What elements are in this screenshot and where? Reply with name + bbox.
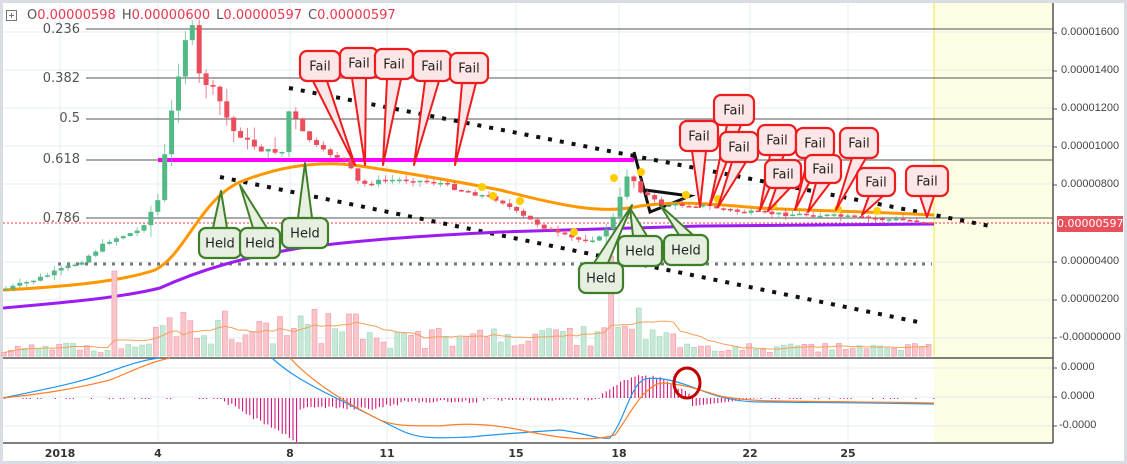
time-tick: 2018 bbox=[44, 447, 76, 460]
macd-histogram bbox=[4, 375, 935, 442]
fail-callout[interactable]: Fail bbox=[373, 47, 415, 166]
future-area bbox=[934, 3, 1053, 443]
frame-edge bbox=[0, 461, 1127, 464]
svg-text:Fail: Fail bbox=[916, 175, 937, 190]
svg-text:Fail: Fail bbox=[848, 137, 869, 152]
time-tick: 4 bbox=[154, 447, 162, 460]
volume-bars bbox=[1, 255, 932, 357]
svg-text:Fail: Fail bbox=[421, 60, 442, 75]
price-tick: 0.00001200 bbox=[1061, 102, 1120, 114]
svg-text:Held: Held bbox=[625, 245, 655, 260]
macd-tick: -0.0000 bbox=[1059, 419, 1097, 431]
ohlc-legend: O 0.00000598 H 0.00000600 L 0.00000597 C… bbox=[6, 8, 396, 23]
svg-text:Fail: Fail bbox=[766, 134, 787, 149]
crossover-circle[interactable] bbox=[672, 366, 702, 400]
frame-edge bbox=[1124, 0, 1127, 464]
fib-label: 0.236 bbox=[42, 22, 80, 37]
plus-square-icon[interactable] bbox=[6, 10, 17, 21]
fail-callout[interactable]: Fail bbox=[763, 158, 803, 212]
low-value: 0.00000597 bbox=[223, 8, 302, 23]
annotation-callouts[interactable]: Fail Fail Fail Fail Fail Fail Fail Fail Fail Fail… bbox=[197, 46, 950, 295]
svg-text:Fail: Fail bbox=[348, 57, 369, 72]
svg-text:Fail: Fail bbox=[458, 62, 479, 77]
svg-text:Held: Held bbox=[290, 227, 320, 242]
candlesticks bbox=[3, 19, 934, 292]
held-callout[interactable]: Held bbox=[577, 204, 633, 295]
svg-text:Fail: Fail bbox=[812, 163, 833, 178]
held-callout[interactable]: Held bbox=[659, 204, 710, 267]
price-tick: -0.00000000 bbox=[1059, 331, 1121, 343]
ema-purple bbox=[2, 222, 935, 310]
open-label: O bbox=[27, 8, 38, 23]
price-tick: 0.00001000 bbox=[1061, 140, 1120, 152]
time-tick: 8 bbox=[286, 447, 294, 460]
macd-tick: 0.0000 bbox=[1061, 361, 1095, 373]
price-tick: 0.00000800 bbox=[1061, 178, 1120, 190]
open-value: 0.00000598 bbox=[37, 8, 116, 23]
time-tick: 11 bbox=[379, 447, 395, 460]
svg-text:Fail: Fail bbox=[804, 137, 825, 152]
fail-callout[interactable]: Fail bbox=[855, 166, 897, 216]
low-label: L bbox=[216, 8, 224, 23]
held-callout[interactable]: Held bbox=[616, 207, 664, 268]
held-callout[interactable]: Held bbox=[238, 184, 282, 260]
held-callout[interactable]: Held bbox=[280, 162, 330, 250]
fail-callout[interactable]: Fail bbox=[904, 164, 950, 218]
time-tick: 15 bbox=[508, 447, 524, 460]
fail-callout[interactable]: Fail bbox=[717, 130, 760, 208]
fail-callout[interactable]: Fail bbox=[803, 153, 843, 213]
svg-text:Held: Held bbox=[671, 244, 701, 259]
price-tick: 0.00001600 bbox=[1061, 26, 1120, 38]
fib-label: 0.618 bbox=[42, 152, 80, 167]
svg-text:Fail: Fail bbox=[728, 141, 749, 156]
fail-callout[interactable]: Fail bbox=[338, 46, 380, 166]
last-price-tag: 0.00000597 bbox=[1057, 216, 1124, 232]
horizontal-grid bbox=[3, 31, 1053, 427]
svg-text:Fail: Fail bbox=[723, 104, 744, 119]
time-tick: 25 bbox=[840, 447, 856, 460]
svg-text:Held: Held bbox=[245, 237, 275, 252]
fail-callout[interactable]: Fail bbox=[448, 51, 490, 166]
fib-label: 0.786 bbox=[42, 211, 80, 226]
price-tick: 0.00000200 bbox=[1061, 293, 1120, 305]
svg-text:Fail: Fail bbox=[688, 130, 709, 145]
svg-text:Fail: Fail bbox=[309, 60, 330, 75]
fail-callout[interactable]: Fail bbox=[298, 49, 356, 166]
fib-label: 0.5 bbox=[59, 111, 80, 126]
price-tick: 0.00000400 bbox=[1061, 255, 1120, 267]
signal-line bbox=[2, 357, 935, 440]
high-value: 0.00000600 bbox=[131, 8, 211, 23]
fail-callout[interactable]: Fail bbox=[678, 119, 720, 208]
svg-text:Fail: Fail bbox=[772, 168, 793, 183]
svg-text:Held: Held bbox=[205, 237, 235, 252]
svg-text:Held: Held bbox=[586, 272, 616, 287]
time-tick: 18 bbox=[611, 447, 627, 460]
close-value: 0.00000597 bbox=[317, 8, 396, 23]
held-callout[interactable]: Held bbox=[197, 190, 243, 260]
high-label: H bbox=[121, 8, 132, 23]
frame-edge bbox=[0, 0, 3, 464]
price-tick: 0.00001400 bbox=[1061, 64, 1120, 76]
svg-text:Fail: Fail bbox=[865, 176, 886, 191]
volume-ma-line bbox=[3, 320, 929, 353]
svg-text:Fail: Fail bbox=[383, 58, 404, 73]
fib-label: 0.382 bbox=[42, 71, 80, 86]
time-tick: 22 bbox=[742, 447, 758, 460]
macd-tick: 0.0000 bbox=[1061, 390, 1095, 402]
close-label: C bbox=[308, 8, 318, 23]
